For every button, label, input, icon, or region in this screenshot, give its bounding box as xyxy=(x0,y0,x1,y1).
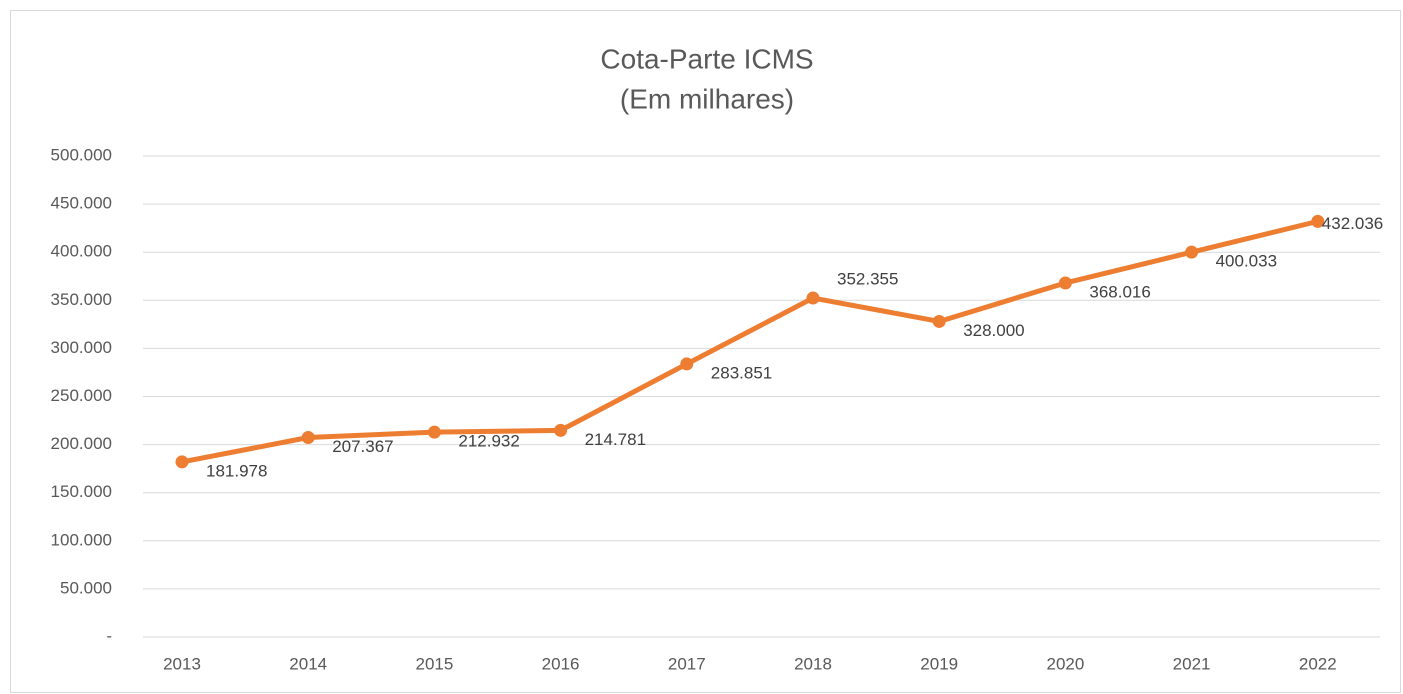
line-marker xyxy=(427,425,441,439)
line-marker xyxy=(1311,214,1325,228)
y-tick-label: 250.000 xyxy=(51,386,112,405)
line-marker xyxy=(932,314,946,328)
y-tick-label: 50.000 xyxy=(60,578,112,597)
x-tick-label: 2022 xyxy=(1299,654,1337,673)
x-tick-label: 2014 xyxy=(289,654,327,673)
data-label: 368.016 xyxy=(1089,282,1150,301)
y-tick-label: 450.000 xyxy=(51,194,112,213)
y-tick-label: 400.000 xyxy=(51,242,112,261)
data-label: 212.932 xyxy=(458,432,519,451)
data-label: 352.355 xyxy=(837,270,898,289)
data-label: 214.781 xyxy=(585,430,646,449)
line-marker xyxy=(680,357,694,371)
x-tick-label: 2016 xyxy=(542,654,580,673)
line-series xyxy=(181,218,1319,465)
x-tick-label: 2018 xyxy=(794,654,832,673)
chart-subtitle: (Em milhares) xyxy=(620,83,794,114)
data-label: 432.036 xyxy=(1322,214,1383,233)
x-tick-label: 2021 xyxy=(1173,654,1211,673)
y-tick-label: 300.000 xyxy=(51,338,112,357)
line-marker xyxy=(1058,276,1072,290)
x-tick-label: 2013 xyxy=(163,654,201,673)
x-tick-label: 2019 xyxy=(920,654,958,673)
y-tick-label: 350.000 xyxy=(51,290,112,309)
line-marker xyxy=(301,431,315,445)
line-marker xyxy=(554,423,568,437)
x-tick-label: 2015 xyxy=(415,654,453,673)
data-label: 207.367 xyxy=(332,437,393,456)
line-marker xyxy=(806,291,820,305)
chart-title: Cota-Parte ICMS xyxy=(600,43,813,74)
data-label: 283.851 xyxy=(711,363,772,382)
x-tick-label: 2020 xyxy=(1046,654,1084,673)
y-tick-label: 500.000 xyxy=(51,145,112,164)
data-label: 181.978 xyxy=(206,461,267,480)
y-tick-label: 100.000 xyxy=(51,530,112,549)
line-marker xyxy=(1185,245,1199,259)
data-label: 400.033 xyxy=(1216,252,1277,271)
data-label: 328.000 xyxy=(963,321,1024,340)
line-marker xyxy=(175,455,189,469)
y-tick-label: - xyxy=(106,626,112,645)
y-tick-label: 150.000 xyxy=(51,482,112,501)
y-tick-label: 200.000 xyxy=(51,434,112,453)
x-tick-label: 2017 xyxy=(668,654,706,673)
